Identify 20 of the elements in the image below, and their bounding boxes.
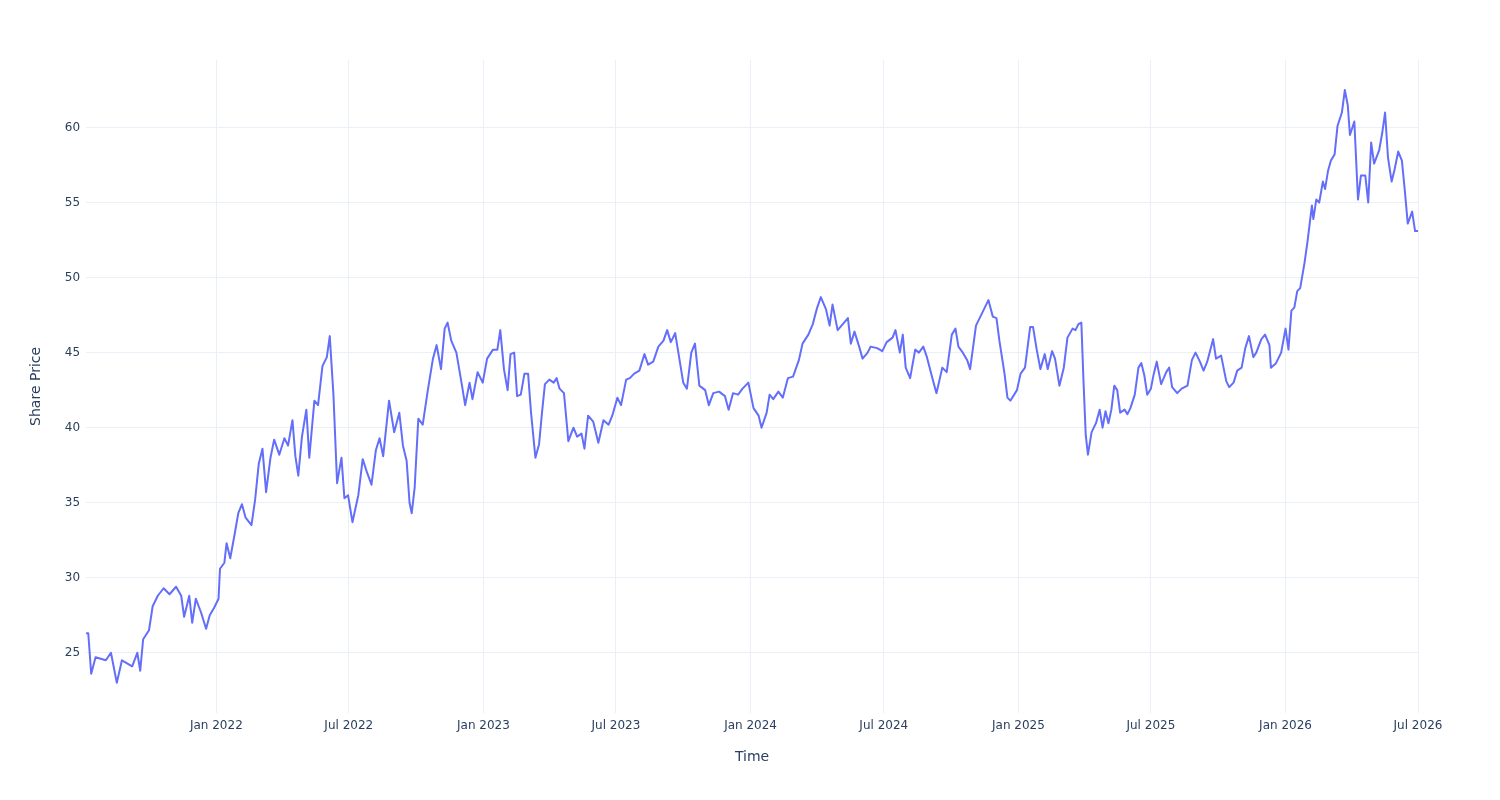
x-tick-label: Jul 2026: [1392, 718, 1443, 733]
x-axis-title: Time: [733, 748, 770, 765]
y-tick-label: 40: [64, 419, 81, 434]
x-tick-label: Jul 2023: [590, 718, 641, 733]
y-tick-label: 25: [64, 644, 81, 659]
y-tick-label: 30: [64, 569, 81, 584]
x-tick-label: Jul 2022: [323, 718, 374, 733]
y-tick-label: 35: [64, 494, 81, 509]
y-tick-label: 55: [64, 194, 81, 209]
y-tick-label: 60: [64, 119, 81, 134]
x-tick-label: Jul 2024: [858, 718, 909, 733]
x-tick-label: Jan 2026: [1258, 718, 1312, 733]
x-tick-label: Jan 2024: [723, 718, 777, 733]
x-tick-label: Jan 2022: [188, 718, 243, 733]
y-tick-label: 50: [64, 269, 81, 284]
y-tick-label: 45: [64, 344, 81, 359]
x-tick-label: Jan 2023: [456, 718, 510, 733]
y-axis-title: Share Price: [27, 346, 44, 426]
x-tick-label: Jan 2025: [990, 718, 1045, 733]
x-tick-label: Jul 2025: [1125, 718, 1176, 733]
